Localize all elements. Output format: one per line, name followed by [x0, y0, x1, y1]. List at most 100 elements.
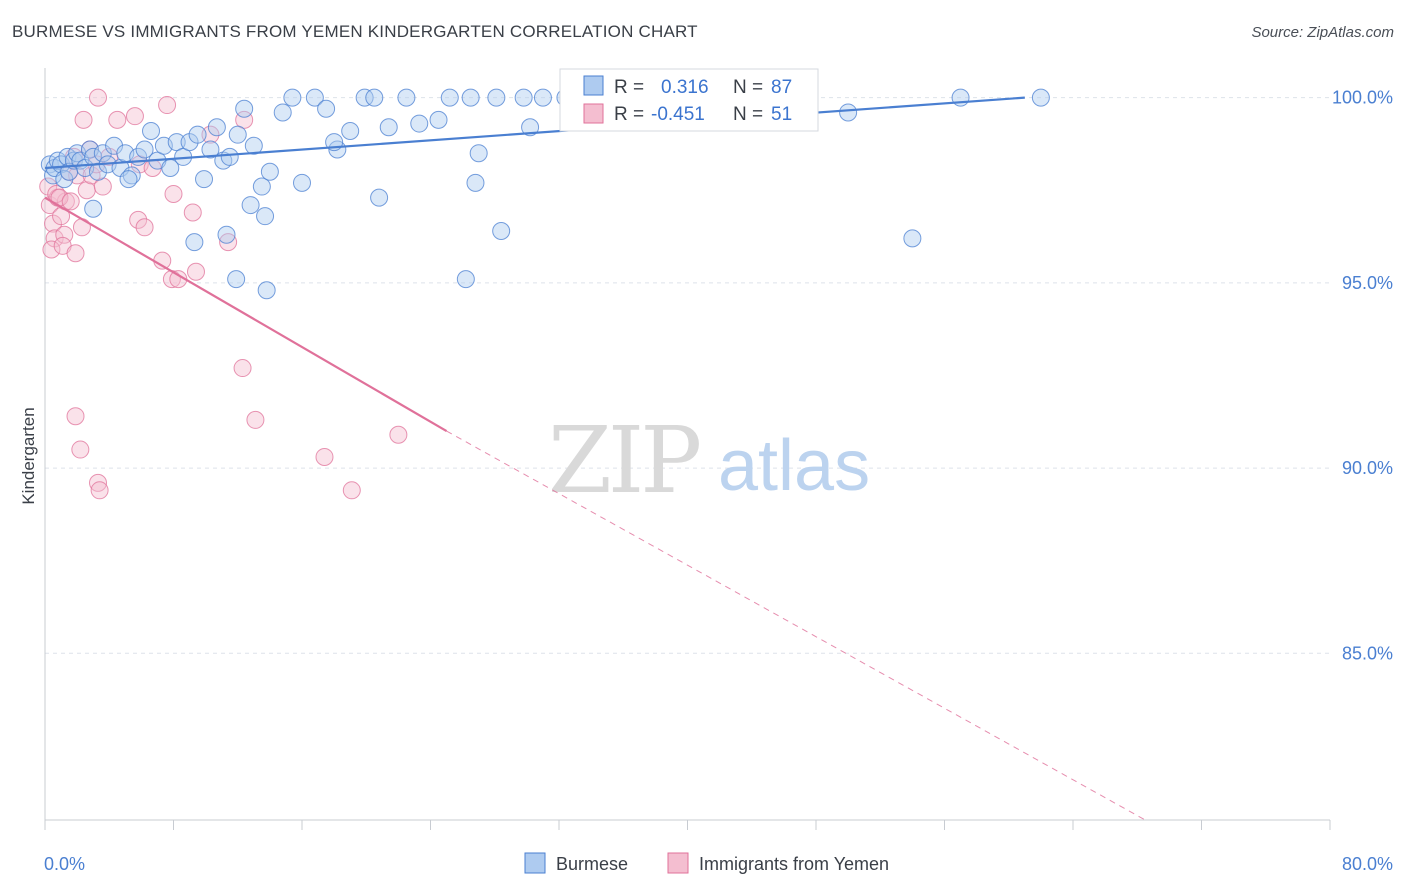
burmese-point	[188, 125, 207, 144]
burmese-point	[365, 88, 384, 107]
burmese-point	[461, 88, 480, 107]
y-tick-label: 90.0%	[1342, 458, 1393, 478]
watermark-zip: ZIP	[548, 407, 699, 514]
burmese-point	[410, 114, 429, 133]
burmese-point	[228, 125, 247, 144]
legend-label-yemen: Immigrants from Yemen	[699, 854, 889, 874]
burmese-point	[283, 88, 302, 107]
bottom-legend: Burmese Immigrants from Yemen	[524, 852, 889, 874]
burmese-point	[429, 110, 448, 129]
burmese-point	[227, 270, 246, 289]
watermark: ZIP atlas	[548, 407, 870, 514]
burmese-point	[195, 170, 214, 189]
burmese-point	[440, 88, 459, 107]
yemen-point	[246, 410, 265, 429]
stats-n-value-yemen: 51	[771, 104, 792, 125]
stats-n-label-burmese: N =	[733, 77, 763, 98]
y-tick-labels: 100.0% 95.0% 90.0% 85.0%	[1332, 88, 1393, 664]
yemen-point	[342, 481, 361, 500]
stats-n-label-yemen: N =	[733, 104, 763, 125]
yemen-point	[158, 96, 177, 115]
yemen-point	[89, 88, 108, 107]
burmese-point	[293, 173, 311, 192]
burmese-point	[492, 221, 511, 240]
burmese-point	[370, 188, 389, 207]
trend-line-yemen	[44, 196, 448, 432]
burmese-point	[466, 173, 485, 192]
stats-r-label-yemen: R =	[614, 104, 644, 125]
source-label: Source: ZipAtlas.com	[1251, 24, 1394, 41]
yemen-point	[93, 177, 112, 196]
burmese-point	[220, 147, 239, 166]
y-tick-label: 85.0%	[1342, 643, 1393, 663]
burmese-point	[93, 144, 112, 163]
yemen-point	[125, 107, 144, 126]
yemen-point	[74, 110, 93, 129]
trend-extension-yemen	[446, 430, 1146, 821]
yemen-point	[164, 184, 183, 203]
legend-swatch-yemen	[667, 852, 689, 874]
legend-swatch-burmese	[524, 852, 546, 874]
yemen-point	[219, 233, 238, 252]
burmese-point	[207, 118, 226, 137]
burmese-point	[903, 229, 922, 248]
axes	[44, 68, 1331, 830]
stats-r-value-burmese: 0.316	[661, 77, 709, 98]
trend-lines	[44, 96, 1146, 821]
burmese-point	[135, 140, 154, 159]
watermark-atlas: atlas	[718, 426, 870, 506]
yemen-point	[108, 110, 127, 129]
yemen-point	[186, 262, 205, 281]
x-tick-label-min: 0.0%	[44, 854, 85, 874]
yemen-point	[315, 447, 334, 466]
y-tick-label: 95.0%	[1342, 273, 1393, 293]
burmese-point	[305, 88, 324, 107]
burmese-point	[257, 281, 276, 300]
burmese-point	[244, 136, 263, 155]
burmese-point	[252, 177, 271, 196]
chart-title: BURMESE VS IMMIGRANTS FROM YEMEN KINDERG…	[12, 22, 698, 41]
yemen-point	[135, 218, 154, 237]
stats-r-label-burmese: R =	[614, 77, 644, 98]
yemen-point	[129, 210, 148, 229]
yemen-point	[89, 473, 108, 492]
x-tick-labels: 0.0% 80.0%	[44, 854, 1393, 874]
burmese-point	[1031, 88, 1050, 107]
burmese-point	[469, 144, 488, 163]
burmese-point	[201, 140, 220, 159]
burmese-point	[514, 88, 533, 107]
burmese-point	[142, 121, 161, 140]
yemen-point	[61, 192, 80, 211]
yemen-point	[42, 240, 61, 259]
x-tick-label-max: 80.0%	[1342, 854, 1393, 874]
stats-n-value-burmese: 87	[771, 77, 792, 98]
burmese-point	[341, 121, 360, 140]
burmese-point	[256, 207, 275, 226]
burmese-point	[119, 170, 138, 189]
burmese-point	[185, 233, 204, 252]
burmese-point	[167, 133, 186, 152]
y-tick-label: 100.0%	[1332, 88, 1393, 108]
stats-swatch-yemen	[583, 103, 604, 124]
yemen-point	[55, 225, 74, 244]
stats-r-value-yemen: -0.451	[651, 104, 705, 125]
y-axis-label: Kindergarten	[19, 407, 38, 504]
burmese-point	[260, 162, 279, 181]
yemen-point	[66, 244, 85, 263]
yemen-point	[233, 359, 252, 378]
stats-swatch-burmese	[583, 75, 604, 96]
burmese-point	[839, 103, 858, 122]
stats-legend: R = 0.316 N = 87 R = -0.451 N = 51	[559, 68, 819, 132]
burmese-point	[317, 99, 336, 118]
legend-label-burmese: Burmese	[556, 854, 628, 874]
burmese-point	[355, 88, 374, 107]
burmese-point	[84, 199, 103, 218]
yemen-point	[66, 407, 85, 426]
yemen-point	[90, 481, 109, 500]
burmese-point	[487, 88, 506, 107]
burmese-point	[456, 270, 475, 289]
burmese-point	[235, 99, 254, 118]
burmese-point	[533, 88, 552, 107]
burmese-point	[379, 118, 398, 137]
